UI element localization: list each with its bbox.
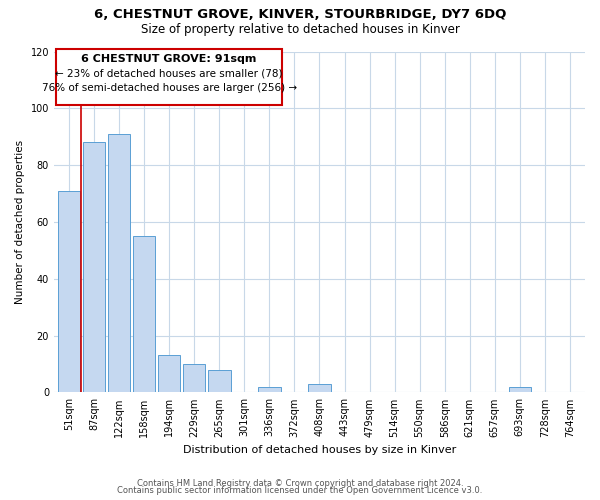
Bar <box>133 236 155 392</box>
Bar <box>83 142 105 392</box>
Bar <box>258 386 281 392</box>
Bar <box>158 356 181 393</box>
Y-axis label: Number of detached properties: Number of detached properties <box>15 140 25 304</box>
Text: Size of property relative to detached houses in Kinver: Size of property relative to detached ho… <box>140 22 460 36</box>
Text: ← 23% of detached houses are smaller (78): ← 23% of detached houses are smaller (78… <box>55 68 283 78</box>
Text: 6 CHESTNUT GROVE: 91sqm: 6 CHESTNUT GROVE: 91sqm <box>82 54 257 64</box>
Text: 6, CHESTNUT GROVE, KINVER, STOURBRIDGE, DY7 6DQ: 6, CHESTNUT GROVE, KINVER, STOURBRIDGE, … <box>94 8 506 20</box>
Text: Contains public sector information licensed under the Open Government Licence v3: Contains public sector information licen… <box>118 486 482 495</box>
Bar <box>108 134 130 392</box>
X-axis label: Distribution of detached houses by size in Kinver: Distribution of detached houses by size … <box>183 445 456 455</box>
Text: 76% of semi-detached houses are larger (256) →: 76% of semi-detached houses are larger (… <box>41 83 297 93</box>
Bar <box>58 190 80 392</box>
Bar <box>56 48 282 106</box>
Bar <box>183 364 205 392</box>
Bar <box>308 384 331 392</box>
Bar <box>208 370 230 392</box>
Bar <box>509 386 531 392</box>
Text: Contains HM Land Registry data © Crown copyright and database right 2024.: Contains HM Land Registry data © Crown c… <box>137 478 463 488</box>
